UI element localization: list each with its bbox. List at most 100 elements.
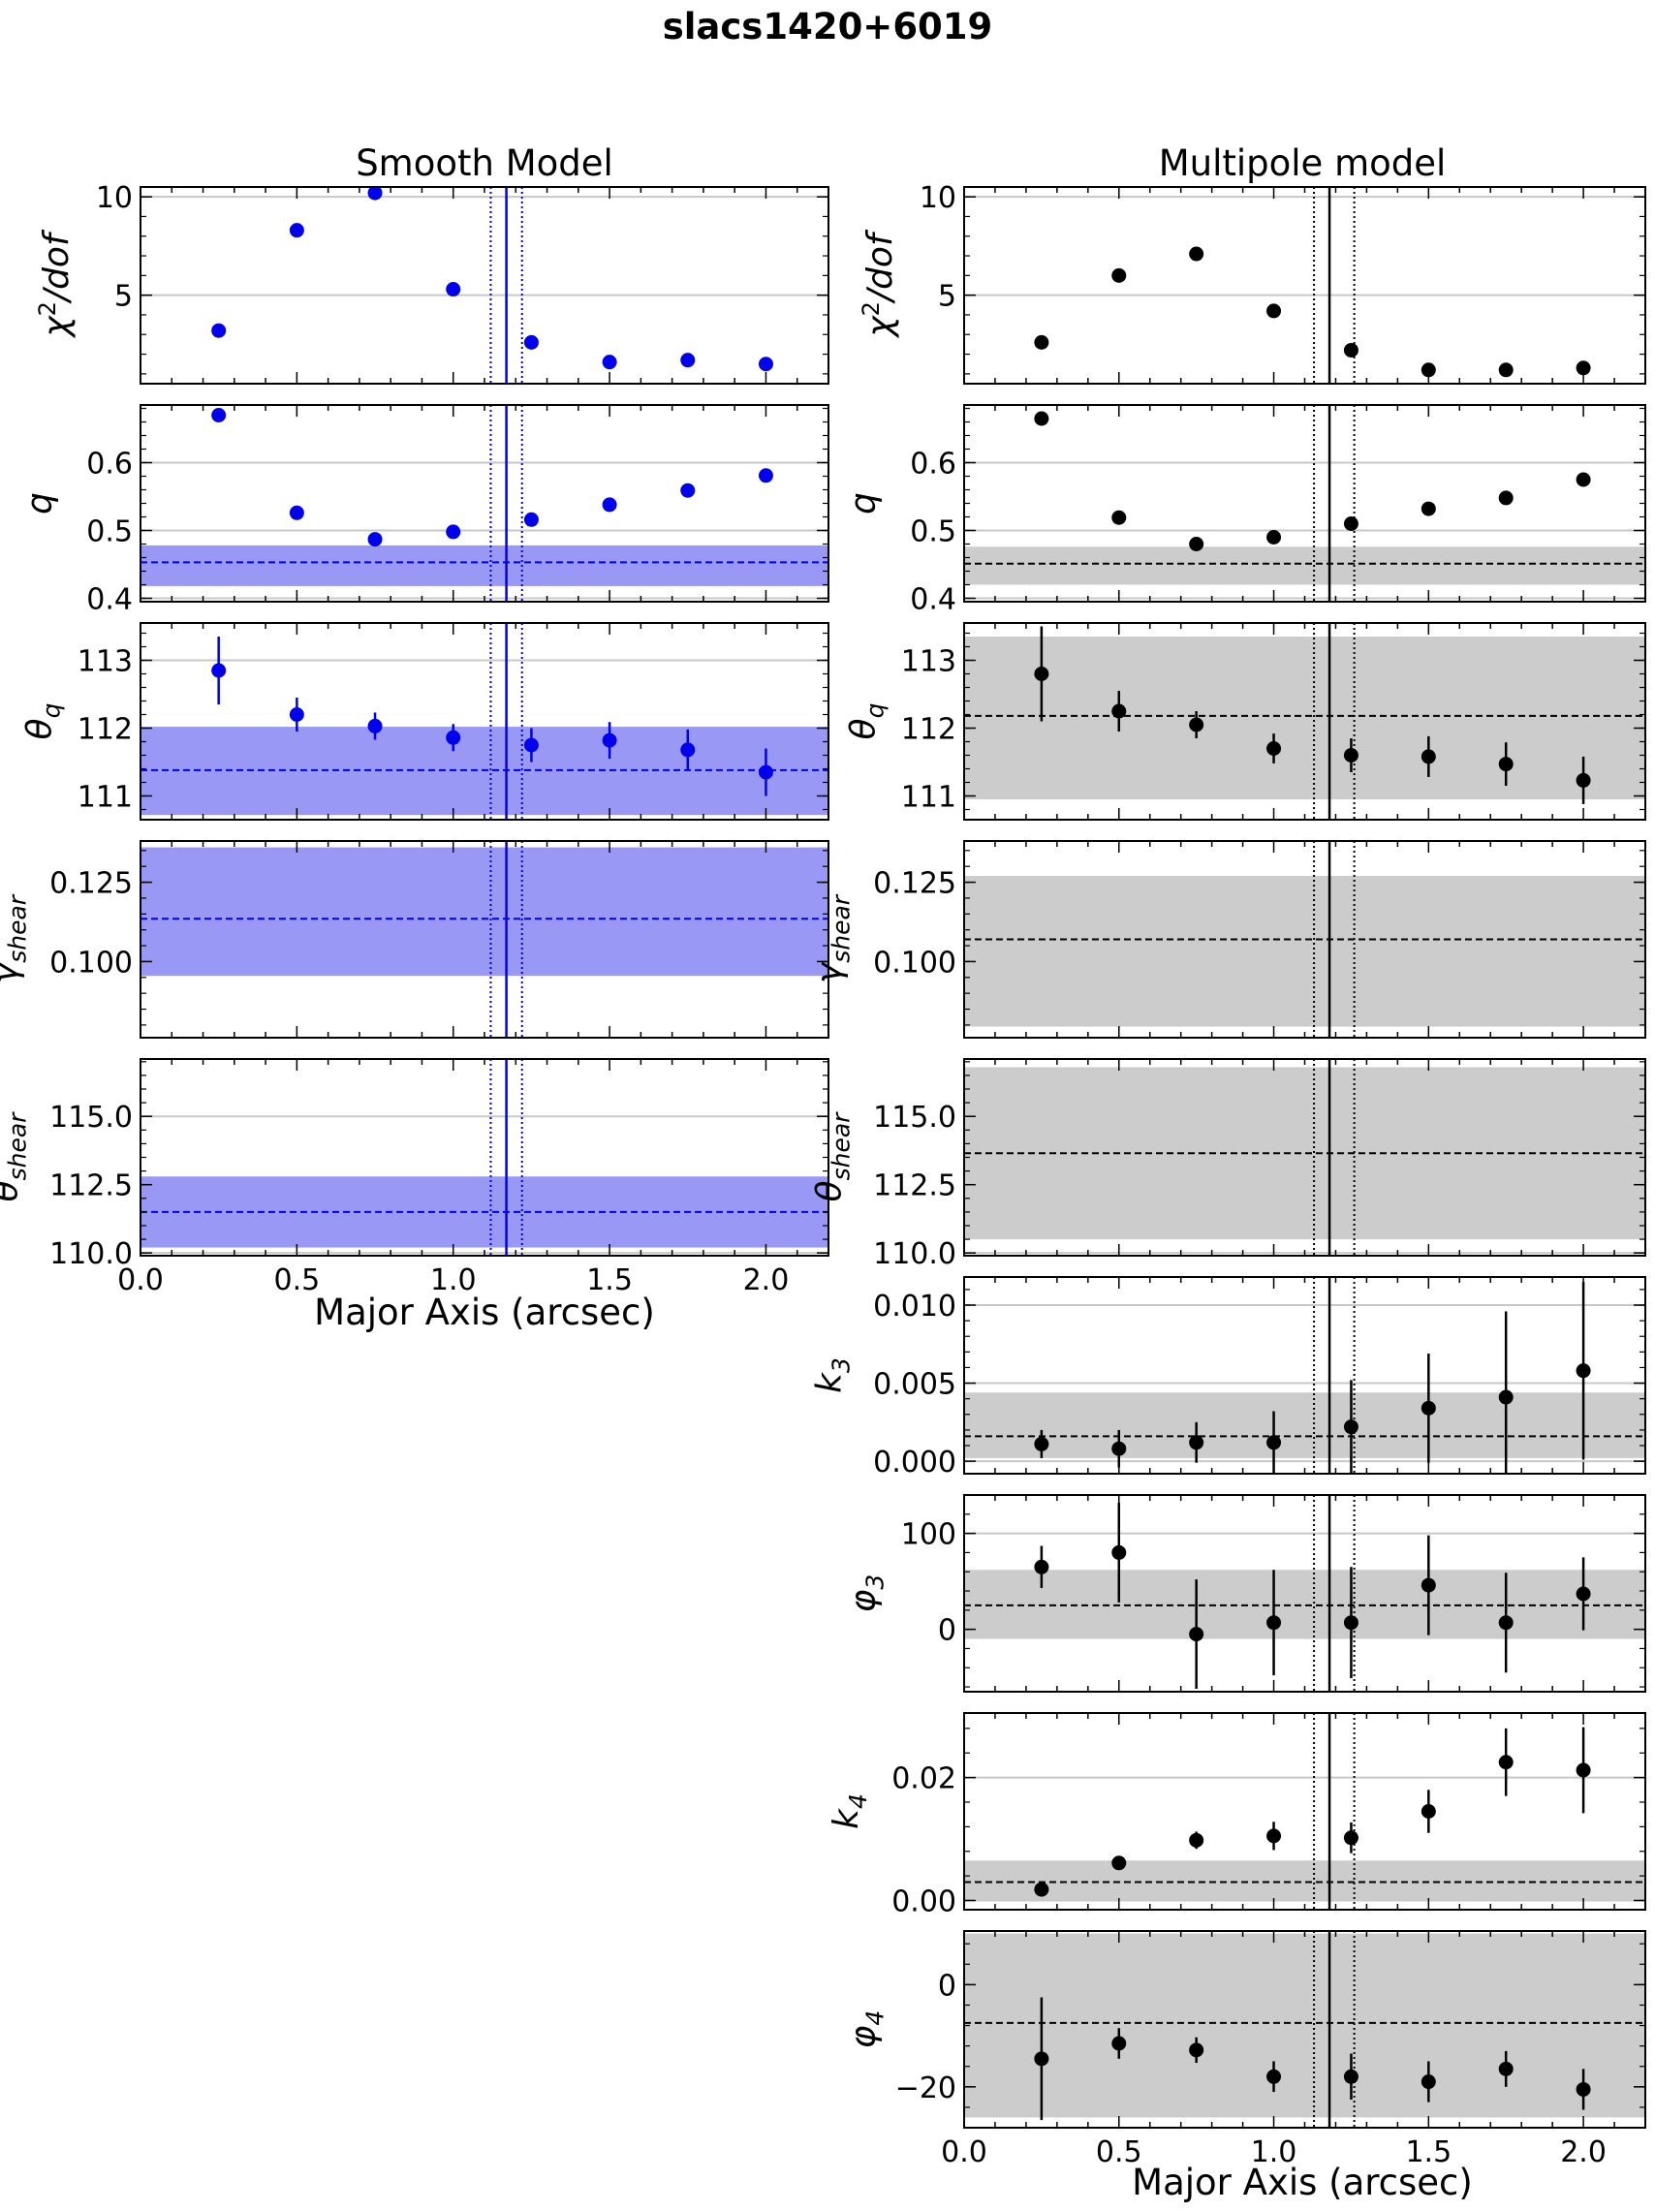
y-tick-label: 10 xyxy=(920,181,956,215)
y-tick-label: 0.125 xyxy=(49,867,133,901)
data-point xyxy=(367,187,383,201)
data-point xyxy=(1576,1762,1591,1778)
panel-multipole-gamma-shear: 0.100 0.125 γshear xyxy=(810,840,1646,1039)
y-tick-label: 5 xyxy=(114,280,133,314)
y-tick-label: −20 xyxy=(895,2072,956,2105)
panel-multipole-chi2: 5 10 χ2/dof xyxy=(858,181,1646,385)
plot-area xyxy=(141,1059,828,1256)
x-tick-label: 0.5 xyxy=(1096,2135,1142,2169)
y-tick-label: 112 xyxy=(901,713,956,747)
y-tick-label: 100 xyxy=(901,1518,956,1552)
y-tick-label: 0.02 xyxy=(891,1762,956,1796)
confidence-band xyxy=(141,847,828,977)
multipole-model-title: Multipole model xyxy=(1159,142,1447,184)
data-point xyxy=(1343,342,1358,358)
y-tick-label: 113 xyxy=(901,645,956,679)
y-tick-label: 0.010 xyxy=(873,1290,956,1324)
plot-area xyxy=(964,1059,1645,1256)
data-point xyxy=(1421,1577,1436,1593)
data-point xyxy=(1343,2069,1358,2084)
data-point xyxy=(446,282,461,297)
y-axis-label: χ2/dof xyxy=(34,229,77,339)
data-point xyxy=(1189,246,1204,262)
y-axis-label: θshear xyxy=(810,1111,856,1202)
data-point xyxy=(1421,501,1436,516)
data-point xyxy=(1034,667,1049,681)
data-point xyxy=(1034,1436,1049,1451)
data-point xyxy=(602,732,617,748)
data-point xyxy=(1034,1559,1049,1574)
y-tick-label: 5 xyxy=(938,280,956,314)
data-point xyxy=(1034,334,1049,350)
y-axis-label: θq xyxy=(20,703,66,740)
data-point xyxy=(446,730,461,745)
panel-multipole-k3: 0.000 0.005 0.010 k3 xyxy=(810,1276,1646,1480)
data-point xyxy=(1266,303,1282,319)
data-point xyxy=(602,497,617,513)
y-tick-label: 111 xyxy=(901,781,956,815)
plot-area xyxy=(141,841,828,1038)
data-point xyxy=(1266,1828,1282,1844)
data-point xyxy=(1421,1804,1436,1819)
y-tick-label: 112.5 xyxy=(49,1169,133,1203)
y-axis-label: χ2/dof xyxy=(858,229,900,339)
y-tick-label: 0 xyxy=(938,1614,956,1648)
x-tick-label: 2.0 xyxy=(1560,2135,1607,2169)
data-point xyxy=(1266,1435,1282,1450)
y-tick-label: 0.125 xyxy=(873,867,956,901)
data-point xyxy=(1421,2074,1436,2090)
panel-multipole-phi4: −20 0 φ4 0.0 0.5 1.0 1.5 2.0 xyxy=(844,1930,1646,2169)
multipole-x-axis-label: Major Axis (arcsec) xyxy=(1132,2162,1473,2203)
y-tick-label: 112.5 xyxy=(873,1169,956,1203)
plot-area xyxy=(964,1495,1645,1692)
data-point xyxy=(289,505,304,520)
data-point xyxy=(1266,2069,1282,2084)
data-point xyxy=(680,483,696,498)
panel-multipole-phi3: 0 100 φ3 xyxy=(844,1494,1646,1693)
y-tick-label: 0 xyxy=(938,1969,956,2003)
data-point xyxy=(1111,2036,1127,2051)
data-point xyxy=(758,357,773,372)
y-tick-label: 112 xyxy=(78,713,133,747)
plot-area xyxy=(141,187,828,384)
confidence-band xyxy=(964,546,1645,585)
x-tick-label: 1.5 xyxy=(1405,2135,1452,2169)
data-point xyxy=(1498,490,1514,506)
data-point xyxy=(1498,1615,1514,1631)
data-point xyxy=(1111,703,1127,719)
y-tick-label: 0.5 xyxy=(910,515,956,549)
y-tick-label: 0.00 xyxy=(891,1885,956,1918)
confidence-band xyxy=(141,545,828,586)
data-point xyxy=(1576,1363,1591,1379)
panel-multipole-theta-q: 111 112 113 θq xyxy=(844,622,1646,821)
x-tick-label: 0.0 xyxy=(941,2135,987,2169)
y-tick-label: 0.100 xyxy=(873,946,956,980)
data-point xyxy=(446,524,461,540)
y-axis-label: φ4 xyxy=(844,2010,890,2049)
data-point xyxy=(211,408,227,422)
data-point xyxy=(1034,411,1049,426)
smooth-model-title: Smooth Model xyxy=(356,142,613,184)
data-point xyxy=(1189,2042,1204,2058)
panels: 5 10 χ2/dof 0.4 0.5 0.6 q 111 112 113 θq 0.100 0.125… xyxy=(0,181,1646,2169)
y-tick-label: 0.000 xyxy=(873,1446,956,1480)
data-point xyxy=(1576,360,1591,376)
y-axis-label: φ3 xyxy=(844,1574,890,1613)
plot-area xyxy=(964,841,1645,1038)
data-point xyxy=(1266,1615,1282,1631)
y-tick-label: 0.100 xyxy=(49,946,133,980)
y-tick-label: 0.5 xyxy=(86,515,133,549)
data-point xyxy=(1111,510,1127,525)
panel-smooth-theta-q: 111 112 113 θq xyxy=(20,622,829,821)
data-point xyxy=(1111,1441,1127,1456)
data-point xyxy=(1498,757,1514,772)
data-point xyxy=(523,512,539,527)
y-tick-label: 0.6 xyxy=(86,448,133,482)
y-tick-label: 0.6 xyxy=(910,448,956,482)
confidence-band xyxy=(964,1392,1645,1458)
data-point xyxy=(758,764,773,780)
data-point xyxy=(289,223,304,238)
panel-smooth-chi2: 5 10 χ2/dof xyxy=(34,181,829,385)
data-point xyxy=(680,742,696,758)
